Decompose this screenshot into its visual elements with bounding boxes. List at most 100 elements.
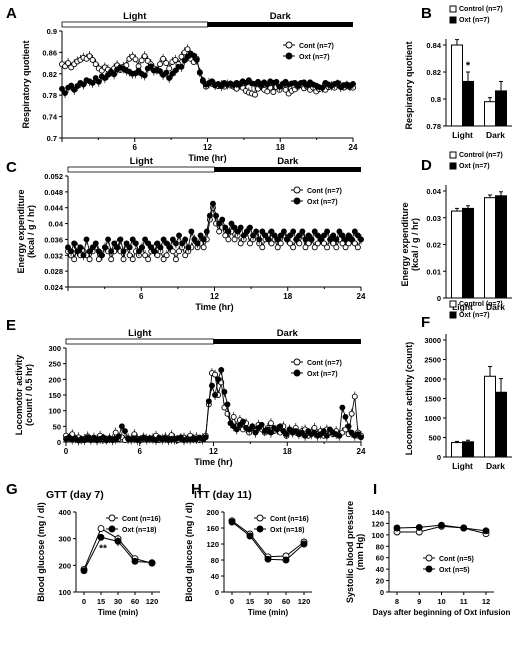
data-point: [154, 240, 161, 247]
data-point: [182, 252, 189, 259]
y-tick-label: 0.048: [44, 188, 63, 197]
data-point: [184, 46, 191, 53]
legend-label: Cont (n=7): [299, 43, 334, 50]
data-point: [267, 420, 274, 427]
data-point: [213, 212, 219, 219]
x-tick-label: 60: [282, 597, 290, 606]
data-point: [228, 518, 236, 526]
data-point: [114, 244, 121, 251]
data-point: [163, 60, 170, 67]
y-tick-label: 0.04: [48, 220, 63, 229]
data-point: [209, 78, 216, 85]
data-point: [80, 567, 88, 575]
y-tick-label: 200: [58, 561, 71, 570]
data-point: [157, 244, 164, 251]
light-period-bar: [61, 21, 208, 28]
data-point: [181, 57, 188, 64]
data-point: [138, 57, 145, 64]
bar: [495, 195, 507, 299]
significance-mark: *: [466, 60, 471, 72]
data-point: [290, 228, 297, 235]
dark-period-bar: [213, 339, 361, 344]
data-point: [234, 228, 241, 235]
data-point: [120, 248, 127, 255]
y-tick-label: 3000: [424, 336, 441, 345]
y-axis-label-line: (mm Hg): [355, 534, 365, 571]
data-point: [296, 240, 303, 247]
y-tick-label: 40: [211, 572, 219, 581]
y-tick-label: 0.04: [426, 187, 441, 196]
data-point: [148, 559, 156, 567]
data-point: [287, 232, 294, 239]
data-point: [336, 432, 343, 439]
y-axis-label: Energy expenditure(kcal / g / hr): [400, 202, 420, 286]
data-point: [339, 240, 346, 247]
data-point: [327, 236, 334, 243]
legend-label: Oxt (n=7): [459, 17, 490, 24]
data-point: [302, 244, 309, 251]
data-point: [129, 236, 136, 243]
panel-letter: A: [6, 5, 17, 22]
data-point: [339, 232, 346, 239]
x-tick-label: 120: [146, 597, 159, 606]
data-point: [323, 432, 330, 439]
data-point: [222, 232, 229, 239]
panel-title: GTT (day 7): [46, 489, 104, 501]
data-point: [163, 252, 170, 259]
x-tick-label: 12: [203, 143, 212, 152]
data-point: [210, 200, 216, 207]
data-point: [350, 81, 356, 87]
data-point: [200, 236, 207, 243]
data-point: [98, 252, 105, 259]
y-tick-label: 400: [58, 508, 71, 517]
x-tick-label: 12: [210, 292, 219, 301]
legend-swatch: [449, 311, 457, 319]
data-point: [160, 55, 167, 62]
data-point: [114, 537, 122, 545]
data-point: [218, 366, 225, 373]
data-point: [284, 236, 290, 243]
data-point: [65, 244, 71, 251]
panel-letter: B: [421, 5, 432, 22]
light-label: Light: [130, 156, 154, 167]
data-point: [324, 228, 331, 235]
data-point: [145, 240, 152, 247]
data-point: [188, 228, 195, 235]
y-tick-label: 0.032: [44, 251, 63, 260]
legend-label: Cont (n=7): [307, 360, 342, 367]
light-label: Light: [123, 11, 147, 22]
data-point: [160, 236, 167, 243]
data-point: [196, 69, 203, 76]
data-point: [299, 228, 306, 235]
data-point: [160, 256, 167, 263]
y-tick-label: 200: [206, 508, 219, 517]
data-point: [311, 424, 318, 431]
y-tick-label: 50: [53, 422, 61, 431]
data-point: [105, 236, 112, 243]
data-point: [89, 244, 96, 251]
data-point: [247, 240, 253, 247]
y-tick-label: 0.036: [44, 235, 63, 244]
data-point: [264, 555, 272, 563]
legend-label: Oxt (n=7): [307, 199, 338, 206]
panel-letter: E: [6, 317, 16, 334]
data-point: [135, 248, 142, 255]
x-tick-label: 8: [395, 597, 399, 606]
data-point: [247, 224, 253, 231]
x-tick-label: 24: [349, 143, 358, 152]
legend-marker: [256, 514, 264, 522]
data-point: [95, 78, 102, 85]
data-point: [200, 244, 207, 251]
y-tick-label: 140: [371, 508, 384, 517]
x-tick-label: Light: [452, 461, 473, 471]
data-point: [92, 75, 99, 82]
data-point: [240, 418, 246, 425]
x-tick-label: Light: [452, 302, 473, 312]
data-point: [92, 240, 99, 247]
data-point: [290, 244, 297, 251]
y-tick-label: 0.044: [44, 204, 64, 213]
data-point: [68, 248, 75, 255]
significance-mark: **: [99, 543, 107, 554]
data-point: [129, 256, 136, 263]
data-point: [132, 56, 139, 63]
